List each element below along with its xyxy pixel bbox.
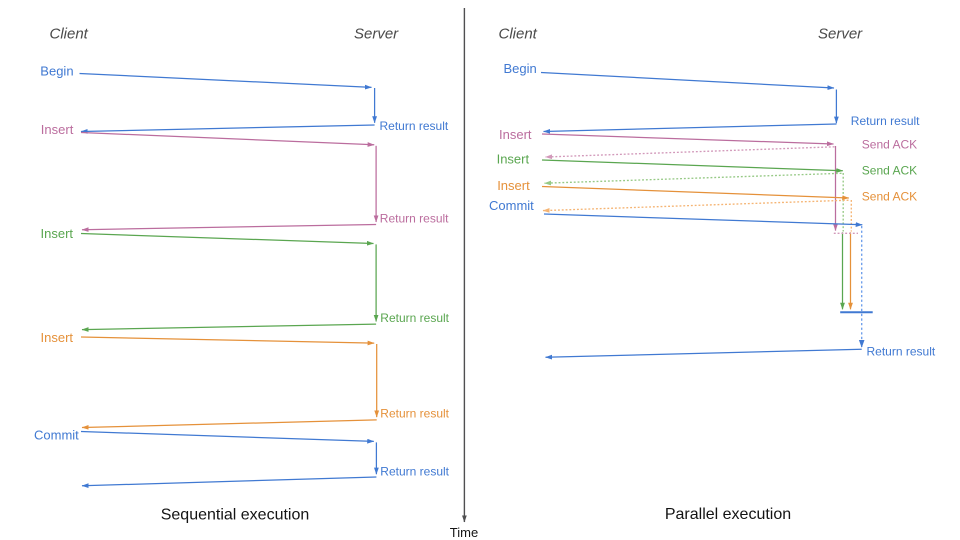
svg-text:Insert: Insert [497,178,530,193]
svg-text:Insert: Insert [41,226,74,241]
svg-text:Commit: Commit [34,427,79,442]
svg-text:Parallel execution: Parallel execution [665,506,791,523]
svg-text:Return result: Return result [867,344,936,358]
svg-text:Begin: Begin [504,61,537,76]
svg-text:Client: Client [499,26,538,43]
svg-text:Send ACK: Send ACK [862,190,917,204]
svg-text:Return result: Return result [380,211,449,225]
svg-text:Server: Server [818,26,863,43]
svg-text:Client: Client [50,26,89,43]
svg-text:Return result: Return result [380,311,449,325]
svg-text:Insert: Insert [499,127,532,142]
svg-text:Commit: Commit [489,198,534,213]
svg-text:Return result: Return result [380,464,449,478]
svg-text:Return result: Return result [380,406,449,420]
svg-text:Insert: Insert [497,152,530,167]
svg-text:Return result: Return result [380,119,449,133]
svg-text:Send ACK: Send ACK [862,138,917,152]
svg-text:Return result: Return result [851,114,920,128]
svg-text:Send ACK: Send ACK [862,163,917,177]
svg-text:Insert: Insert [41,122,74,137]
svg-text:Server: Server [354,26,399,43]
svg-text:Begin: Begin [40,64,73,79]
svg-text:Sequential execution: Sequential execution [161,506,310,523]
svg-text:Insert: Insert [41,330,74,345]
svg-text:Time: Time [450,525,478,540]
